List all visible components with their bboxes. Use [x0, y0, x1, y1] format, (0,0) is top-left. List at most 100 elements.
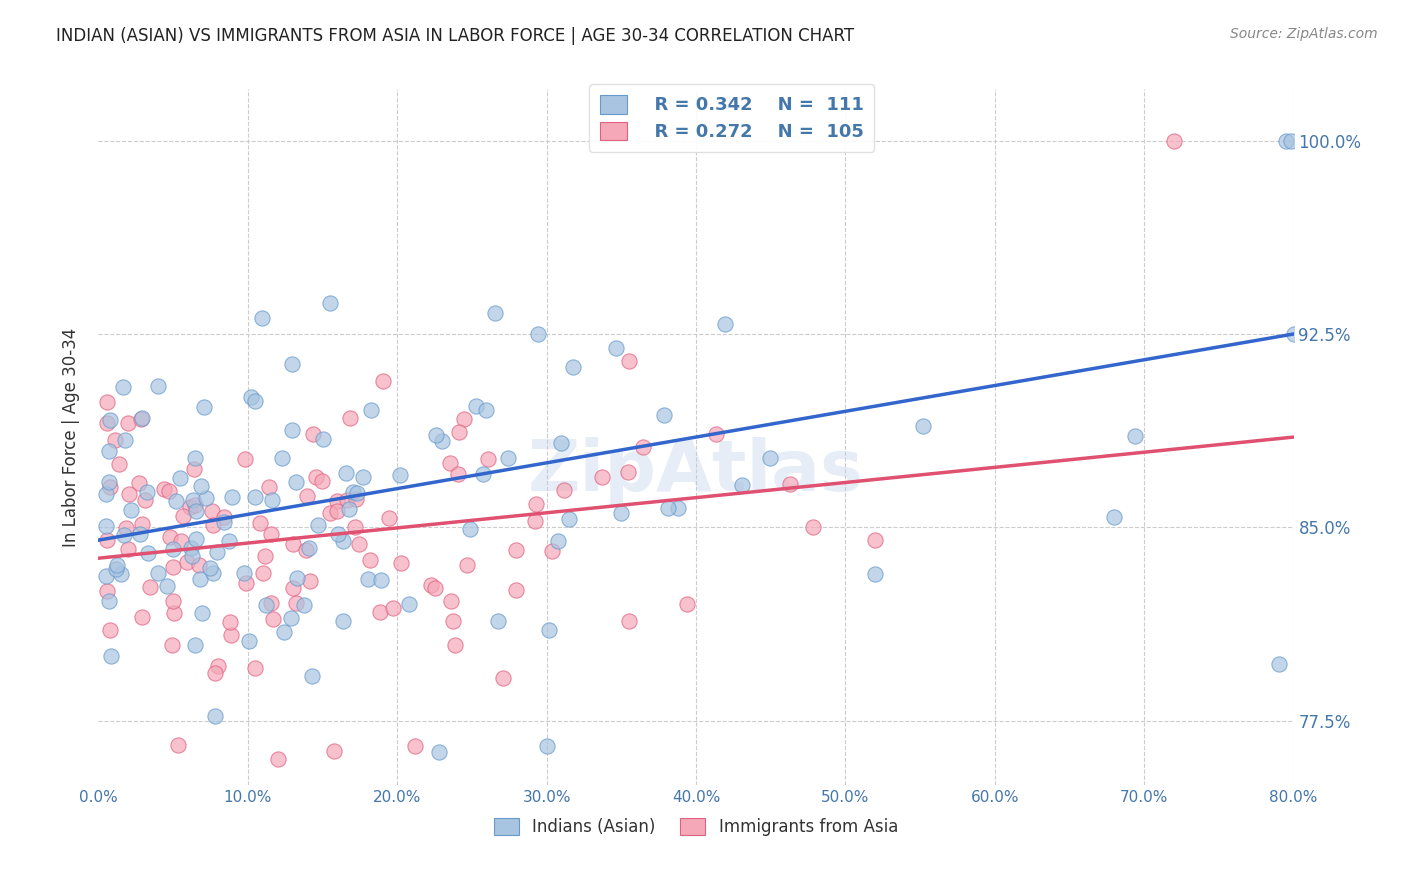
Point	[98, 480, 121, 494]
Point	[398, 597, 420, 611]
Point	[183, 638, 205, 652]
Point	[404, 739, 426, 753]
Point	[281, 357, 304, 371]
Point	[666, 500, 689, 515]
Point	[94, 487, 117, 501]
Point	[180, 549, 202, 564]
Point	[633, 440, 655, 454]
Point	[266, 752, 288, 766]
Point	[319, 506, 342, 520]
Point	[284, 596, 307, 610]
Point	[420, 578, 443, 592]
Point	[238, 634, 260, 648]
Point	[157, 483, 180, 498]
Point	[388, 468, 411, 483]
Point	[484, 306, 506, 320]
Point	[524, 497, 547, 511]
Point	[505, 582, 527, 597]
Point	[108, 458, 131, 472]
Point	[188, 558, 211, 572]
Point	[1279, 134, 1302, 148]
Point	[96, 584, 118, 599]
Point	[254, 598, 277, 612]
Point	[561, 359, 583, 374]
Point	[326, 503, 349, 517]
Point	[432, 434, 454, 448]
Point	[391, 556, 413, 570]
Point	[307, 517, 329, 532]
Point	[311, 432, 333, 446]
Point	[249, 516, 271, 531]
Point	[243, 660, 266, 674]
Point	[591, 469, 613, 483]
Point	[523, 514, 546, 528]
Point	[162, 594, 184, 608]
Point	[477, 452, 499, 467]
Point	[218, 615, 240, 630]
Point	[97, 475, 120, 489]
Point	[98, 624, 122, 638]
Point	[169, 470, 191, 484]
Point	[1123, 429, 1146, 443]
Point	[139, 580, 162, 594]
Point	[172, 509, 194, 524]
Point	[179, 500, 201, 514]
Point	[163, 606, 186, 620]
Point	[298, 541, 321, 555]
Point	[496, 450, 519, 465]
Point	[219, 628, 242, 642]
Point	[311, 475, 333, 489]
Point	[181, 493, 204, 508]
Point	[704, 426, 727, 441]
Point	[319, 296, 342, 310]
Point	[302, 426, 325, 441]
Point	[471, 467, 494, 481]
Point	[371, 375, 394, 389]
Point	[201, 517, 224, 532]
Point	[553, 483, 575, 497]
Point	[911, 418, 934, 433]
Point	[617, 465, 640, 479]
Point	[235, 575, 257, 590]
Point	[131, 410, 153, 425]
Point	[295, 542, 318, 557]
Point	[218, 534, 240, 549]
Point	[605, 341, 627, 355]
Legend: Indians (Asian), Immigrants from Asia: Indians (Asian), Immigrants from Asia	[484, 808, 908, 847]
Point	[152, 482, 174, 496]
Point	[349, 537, 371, 551]
Point	[131, 517, 153, 532]
Point	[299, 574, 322, 588]
Point	[1282, 326, 1305, 341]
Point	[1102, 509, 1125, 524]
Point	[339, 411, 361, 425]
Point	[440, 593, 463, 607]
Text: Source: ZipAtlas.com: Source: ZipAtlas.com	[1230, 27, 1378, 41]
Point	[112, 528, 135, 542]
Point	[492, 671, 515, 685]
Point	[240, 390, 263, 404]
Point	[204, 666, 226, 681]
Point	[368, 605, 391, 619]
Point	[136, 546, 159, 560]
Point	[381, 601, 404, 615]
Point	[550, 435, 572, 450]
Point	[439, 456, 461, 470]
Point	[475, 403, 498, 417]
Point	[865, 533, 887, 548]
Y-axis label: In Labor Force | Age 30-34: In Labor Force | Age 30-34	[62, 327, 80, 547]
Point	[162, 541, 184, 556]
Point	[188, 572, 211, 586]
Point	[118, 487, 141, 501]
Point	[803, 520, 825, 534]
Point	[285, 571, 308, 585]
Point	[1275, 134, 1298, 148]
Point	[260, 527, 283, 541]
Point	[201, 504, 224, 518]
Point	[332, 615, 354, 629]
Point	[370, 573, 392, 587]
Point	[117, 541, 139, 556]
Point	[98, 443, 121, 458]
Point	[252, 566, 274, 580]
Point	[170, 533, 193, 548]
